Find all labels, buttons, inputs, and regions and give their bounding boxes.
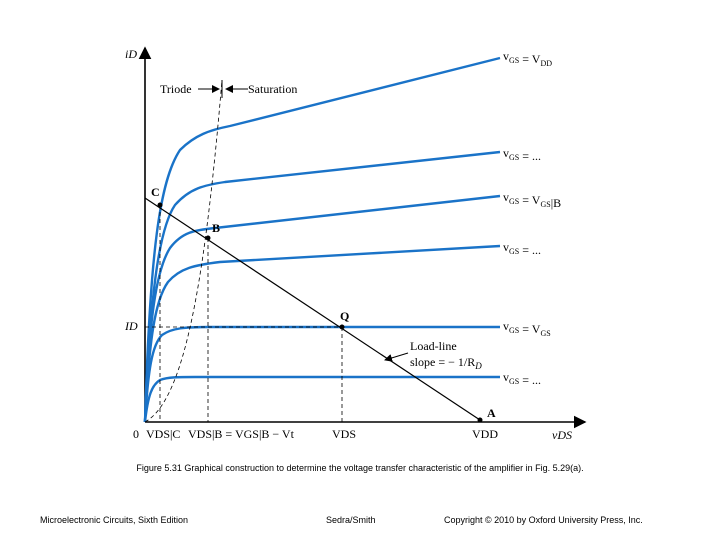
footer-book-title: Microelectronic Circuits, Sixth Edition	[40, 515, 189, 525]
point-a	[477, 417, 483, 423]
curve-vgs-b	[143, 194, 501, 423]
origin-label: 0	[133, 427, 139, 441]
curve-vgs-6	[143, 375, 500, 423]
curve-label-2: vGS = ...	[503, 146, 541, 163]
point-q	[339, 324, 345, 330]
label-q: Q	[340, 309, 349, 323]
x-axis-label: vDS	[552, 428, 572, 442]
curve-vgs-4	[143, 244, 501, 423]
saturation-boundary	[144, 79, 223, 423]
curve-label-3: vGS = VGS|B	[503, 190, 561, 210]
load-line-pointer	[384, 352, 409, 362]
curve-labels: vGS = VDD vGS = ... vGS = VGS|B vGS = ... vG…	[503, 49, 561, 387]
load-line-label-2: slope = − 1/RD	[410, 355, 482, 371]
label-b: B	[212, 221, 220, 235]
curve-label-6: vGS = ...	[503, 370, 541, 387]
footer-copyright: Copyright © 2010 by Oxford University Pr…	[444, 515, 643, 525]
footer-authors: Sedra/Smith	[326, 515, 376, 525]
curve-label-4: vGS = ...	[503, 240, 541, 257]
tick-vdd: VDD	[472, 427, 498, 441]
load-line-label-1: Load-line	[410, 339, 457, 353]
point-c	[157, 202, 163, 208]
id-label: ID	[124, 319, 138, 333]
tick-vds-c: VDS|C	[146, 427, 180, 441]
figure-caption: Figure 5.31 Graphical construction to de…	[136, 463, 584, 473]
curve-vgs-vdd	[143, 56, 501, 423]
mosfet-characteristic-diagram: C B Q A iD vDS 0 ID Triode Saturation Lo…	[124, 46, 587, 442]
triode-label: Triode	[160, 82, 192, 96]
label-a: A	[487, 406, 496, 420]
saturation-label: Saturation	[248, 82, 297, 96]
load-line	[144, 197, 481, 421]
label-c: C	[151, 185, 160, 199]
point-b	[205, 235, 211, 241]
curve-label-1: vGS = VDD	[503, 49, 552, 68]
tick-vds-b: VDS|B = VGS|B − Vt	[188, 427, 295, 441]
curve-label-5: vGS = VGS	[503, 319, 551, 338]
tick-vds: VDS	[332, 427, 356, 441]
y-axis-label: iD	[125, 47, 137, 61]
